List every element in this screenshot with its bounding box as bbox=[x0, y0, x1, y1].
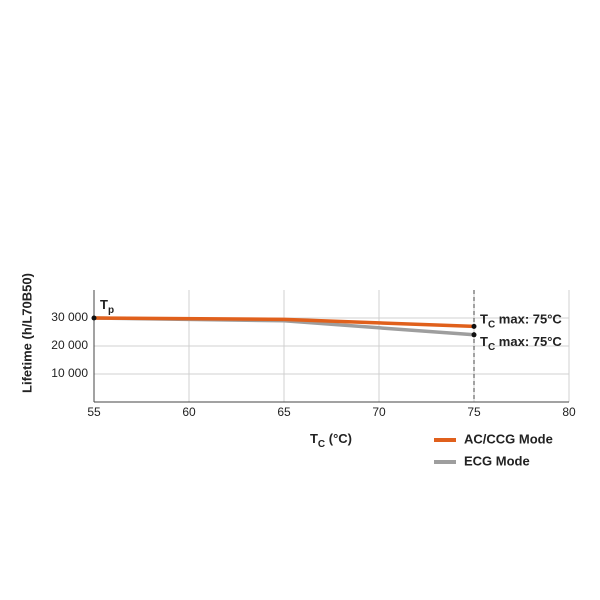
x-label-sub: C bbox=[318, 439, 325, 450]
end-label-rest: max: 75°C bbox=[495, 334, 562, 349]
legend-label: ECG Mode bbox=[464, 453, 530, 468]
end-label: TC max: 75°C bbox=[480, 312, 562, 330]
start-label: Tp bbox=[100, 297, 114, 315]
end-label-rest: max: 75°C bbox=[495, 312, 562, 327]
x-label-rest: (°C) bbox=[325, 431, 352, 446]
end-label: TC max: 75°C bbox=[480, 334, 562, 352]
end-label-sub: C bbox=[488, 319, 495, 330]
start-label-sub: p bbox=[108, 305, 114, 316]
y-tick-label: 20 000 bbox=[51, 338, 88, 352]
x-axis-label: TC (°C) bbox=[310, 431, 352, 449]
x-tick-label: 80 bbox=[562, 405, 576, 419]
y-tick-label: 10 000 bbox=[51, 366, 88, 380]
end-point bbox=[471, 332, 477, 338]
y-tick-label: 30 000 bbox=[51, 310, 88, 324]
start-point bbox=[91, 315, 97, 321]
x-tick-label: 75 bbox=[467, 405, 481, 419]
end-point bbox=[471, 323, 477, 329]
x-tick-label: 60 bbox=[182, 405, 196, 419]
x-tick-label: 65 bbox=[277, 405, 291, 419]
start-label-main: T bbox=[100, 297, 108, 312]
end-label-sub: C bbox=[488, 341, 495, 352]
end-label-main: T bbox=[480, 334, 488, 349]
end-label-main: T bbox=[480, 312, 488, 327]
legend-label: AC/CCG Mode bbox=[464, 431, 553, 446]
x-tick-label: 70 bbox=[372, 405, 386, 419]
y-axis-label: Lifetime (h/L70B50) bbox=[19, 273, 34, 393]
x-tick-label: 55 bbox=[87, 405, 101, 419]
x-label-main: T bbox=[310, 431, 318, 446]
series-line bbox=[93, 316, 475, 329]
